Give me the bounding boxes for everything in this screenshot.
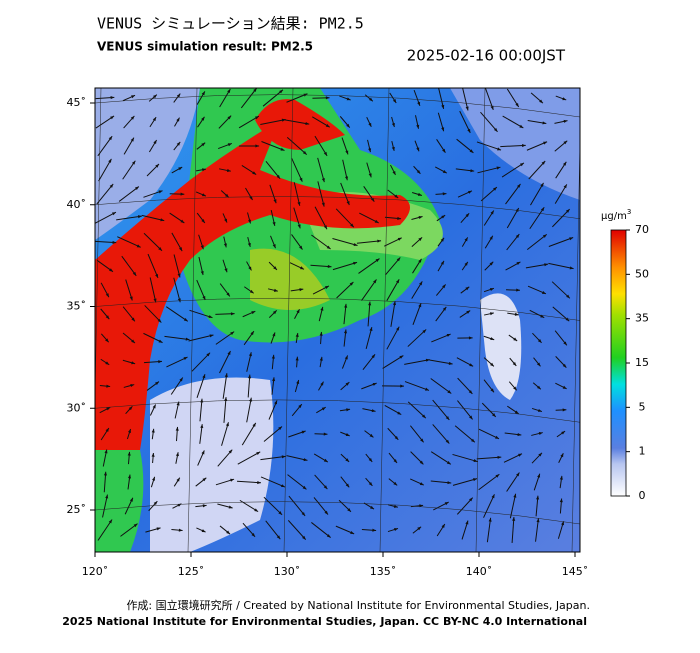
lon-tick-label: 140˚	[466, 565, 493, 578]
title-en: VENUS simulation result: PM2.5	[97, 40, 313, 54]
lat-tick-label: 35˚	[67, 300, 87, 313]
colorbar	[611, 230, 626, 496]
colorbar-tick-label: 35	[635, 312, 649, 325]
colorbar-tick-label: 50	[635, 267, 649, 280]
copyright: 2025 National Institute for Environmenta…	[62, 615, 587, 628]
lat-tick-label: 40˚	[67, 198, 87, 211]
colorbar-tick-label: 5	[639, 400, 646, 413]
lon-tick-label: 120˚	[82, 565, 109, 578]
colorbar-tick-label: 0	[639, 489, 646, 502]
unit-sup: 3	[627, 208, 631, 216]
unit-base: µg/m	[601, 211, 627, 222]
credit: 作成: 国立環境研究所 / Created by National Instit…	[126, 598, 590, 612]
lat-tick-label: 45˚	[67, 96, 87, 109]
lon-tick-label: 145˚	[562, 565, 589, 578]
lon-tick-label: 130˚	[274, 565, 301, 578]
colorbar-tick-label: 70	[635, 223, 649, 236]
datetime: 2025-02-16 00:00JST	[407, 47, 566, 65]
colorbar-tick-label: 15	[635, 356, 649, 369]
lon-tick-label: 135˚	[370, 565, 397, 578]
lon-tick-label: 125˚	[178, 565, 205, 578]
colorbar-unit: µg/m3	[601, 208, 631, 222]
map-field	[92, 86, 581, 552]
colorbar-tick-label: 1	[639, 445, 646, 458]
lat-tick-label: 30˚	[67, 401, 87, 414]
title-jp: VENUS シミュレーション結果: PM2.5	[97, 15, 364, 33]
lat-tick-label: 25˚	[67, 503, 87, 516]
